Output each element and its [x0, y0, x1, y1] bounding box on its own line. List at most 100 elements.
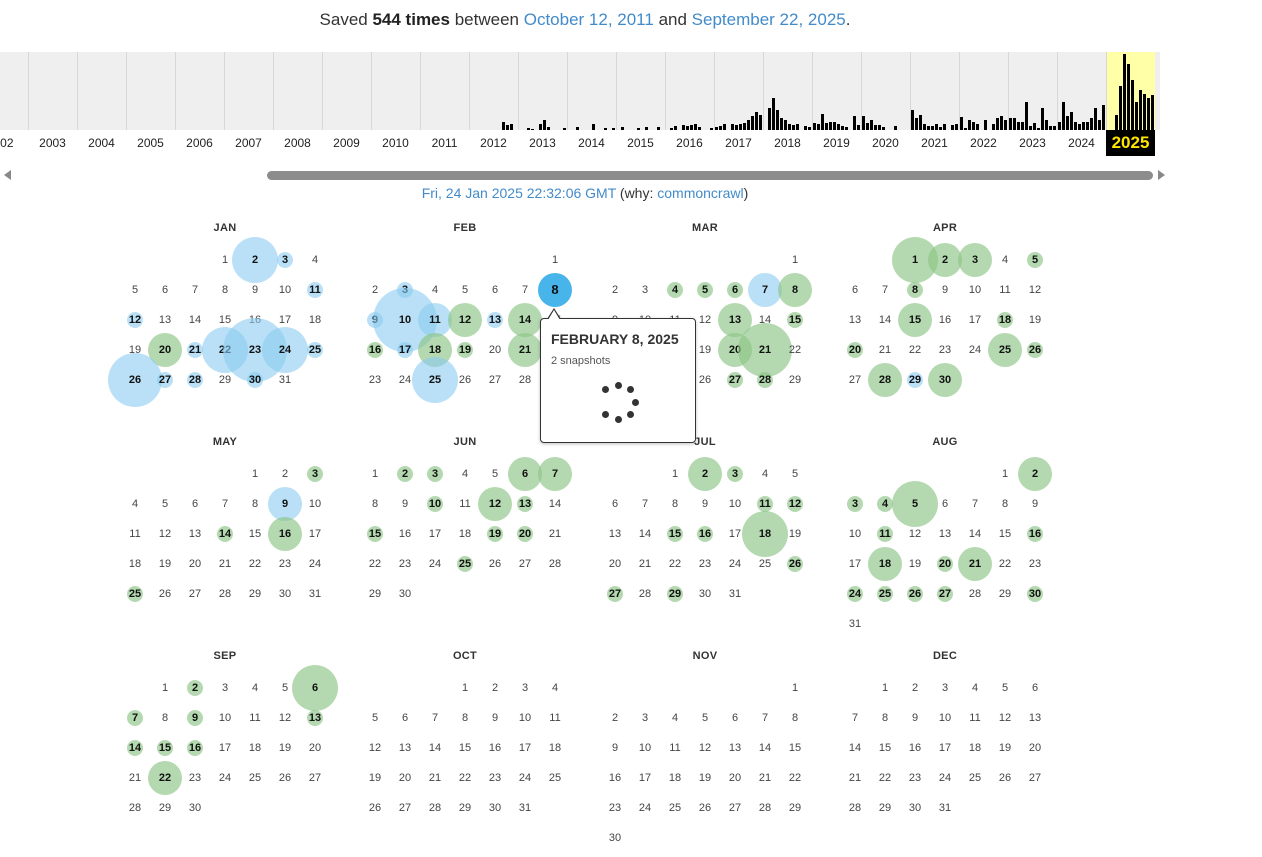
day-mar-8[interactable]: 8: [778, 273, 812, 307]
day-jun-6[interactable]: 6: [508, 457, 542, 491]
day-jul-11[interactable]: 11: [750, 489, 780, 519]
day-apr-26[interactable]: 26: [1020, 335, 1050, 365]
day-aug-24[interactable]: 24: [840, 579, 870, 609]
day-mar-4[interactable]: 4: [660, 275, 690, 305]
day-feb-21[interactable]: 21: [508, 333, 542, 367]
day-feb-16[interactable]: 16: [360, 335, 390, 365]
year-label-2014[interactable]: 2014: [578, 136, 605, 150]
year-label-2018[interactable]: 2018: [774, 136, 801, 150]
day-jul-16[interactable]: 16: [690, 519, 720, 549]
day-jan-21[interactable]: 21: [180, 335, 210, 365]
year-label-2011[interactable]: 2011: [431, 136, 458, 150]
day-mar-15[interactable]: 15: [780, 305, 810, 335]
day-jun-13[interactable]: 13: [510, 489, 540, 519]
day-jan-3[interactable]: 3: [270, 245, 300, 275]
day-apr-8[interactable]: 8: [900, 275, 930, 305]
day-feb-14[interactable]: 14: [508, 303, 542, 337]
day-may-9[interactable]: 9: [268, 487, 302, 521]
day-may-3[interactable]: 3: [300, 459, 330, 489]
day-jul-26[interactable]: 26: [780, 549, 810, 579]
day-mar-28[interactable]: 28: [750, 365, 780, 395]
day-jul-29[interactable]: 29: [660, 579, 690, 609]
day-aug-30[interactable]: 30: [1020, 579, 1050, 609]
day-jan-2[interactable]: 2: [232, 237, 278, 283]
day-jan-25[interactable]: 25: [300, 335, 330, 365]
day-sep-22[interactable]: 22: [148, 761, 182, 795]
scroll-right-arrow-icon[interactable]: [1158, 170, 1165, 180]
day-jun-7[interactable]: 7: [538, 457, 572, 491]
scroll-left-arrow-icon[interactable]: [4, 170, 11, 180]
year-label-2023[interactable]: 2023: [1019, 136, 1046, 150]
day-jan-12[interactable]: 12: [120, 305, 150, 335]
day-jun-20[interactable]: 20: [510, 519, 540, 549]
year-label-2021[interactable]: 2021: [921, 136, 948, 150]
year-label-2003[interactable]: 2003: [39, 136, 66, 150]
day-may-16[interactable]: 16: [268, 517, 302, 551]
day-feb-11[interactable]: 11: [418, 303, 452, 337]
year-label-2022[interactable]: 2022: [970, 136, 997, 150]
day-jan-11[interactable]: 11: [300, 275, 330, 305]
scroll-thumb[interactable]: [267, 171, 1153, 180]
day-feb-8[interactable]: 8: [538, 273, 572, 307]
day-feb-25[interactable]: 25: [412, 357, 458, 403]
day-sep-13[interactable]: 13: [300, 703, 330, 733]
day-mar-6[interactable]: 6: [720, 275, 750, 305]
year-label-2007[interactable]: 2007: [235, 136, 262, 150]
day-jul-27[interactable]: 27: [600, 579, 630, 609]
day-feb-19[interactable]: 19: [450, 335, 480, 365]
day-apr-15[interactable]: 15: [898, 303, 932, 337]
day-sep-2[interactable]: 2: [180, 673, 210, 703]
day-jul-15[interactable]: 15: [660, 519, 690, 549]
day-sep-9[interactable]: 9: [180, 703, 210, 733]
year-label-2019[interactable]: 2019: [823, 136, 850, 150]
day-sep-16[interactable]: 16: [180, 733, 210, 763]
day-aug-26[interactable]: 26: [900, 579, 930, 609]
day-jun-25[interactable]: 25: [450, 549, 480, 579]
day-jun-3[interactable]: 3: [420, 459, 450, 489]
day-apr-28[interactable]: 28: [868, 363, 902, 397]
day-feb-13[interactable]: 13: [480, 305, 510, 335]
day-feb-10[interactable]: 10: [373, 288, 437, 352]
why-source-link[interactable]: commoncrawl: [657, 185, 744, 201]
day-mar-21[interactable]: 21: [738, 323, 792, 377]
day-aug-16[interactable]: 16: [1020, 519, 1050, 549]
year-label-2015[interactable]: 2015: [627, 136, 654, 150]
day-jun-12[interactable]: 12: [478, 487, 512, 521]
sparkline-scrollbar[interactable]: [0, 168, 1170, 182]
year-label-2017[interactable]: 2017: [725, 136, 752, 150]
day-apr-20[interactable]: 20: [840, 335, 870, 365]
day-aug-18[interactable]: 18: [868, 547, 902, 581]
year-label-2013[interactable]: 2013: [529, 136, 556, 150]
year-label-2010[interactable]: 2010: [382, 136, 409, 150]
day-jun-15[interactable]: 15: [360, 519, 390, 549]
day-jul-12[interactable]: 12: [780, 489, 810, 519]
day-may-14[interactable]: 14: [210, 519, 240, 549]
day-aug-27[interactable]: 27: [930, 579, 960, 609]
day-jun-19[interactable]: 19: [480, 519, 510, 549]
day-aug-5[interactable]: 5: [892, 481, 938, 527]
day-jan-28[interactable]: 28: [180, 365, 210, 395]
year-label-2009[interactable]: 2009: [333, 136, 360, 150]
day-aug-2[interactable]: 2: [1018, 457, 1052, 491]
day-mar-5[interactable]: 5: [690, 275, 720, 305]
capture-timestamp-link[interactable]: Fri, 24 Jan 2025 22:32:06 GMT: [421, 185, 617, 201]
year-sparkline[interactable]: [0, 52, 1160, 130]
day-feb-12[interactable]: 12: [448, 303, 482, 337]
day-apr-18[interactable]: 18: [990, 305, 1020, 335]
day-apr-2[interactable]: 2: [928, 243, 962, 277]
year-label-2025[interactable]: 2025: [1106, 130, 1155, 156]
day-may-25[interactable]: 25: [120, 579, 150, 609]
year-label-2006[interactable]: 2006: [186, 136, 213, 150]
day-jul-2[interactable]: 2: [688, 457, 722, 491]
day-mar-7[interactable]: 7: [748, 273, 782, 307]
year-label-2012[interactable]: 2012: [480, 136, 507, 150]
day-feb-17[interactable]: 17: [390, 335, 420, 365]
day-jan-26[interactable]: 26: [108, 353, 162, 407]
day-jan-30[interactable]: 30: [240, 365, 270, 395]
day-sep-6[interactable]: 6: [292, 665, 338, 711]
first-capture-link[interactable]: October 12, 2011: [523, 10, 654, 29]
day-jun-2[interactable]: 2: [390, 459, 420, 489]
day-apr-1[interactable]: 1: [892, 237, 938, 283]
day-apr-29[interactable]: 29: [900, 365, 930, 395]
day-aug-20[interactable]: 20: [930, 549, 960, 579]
